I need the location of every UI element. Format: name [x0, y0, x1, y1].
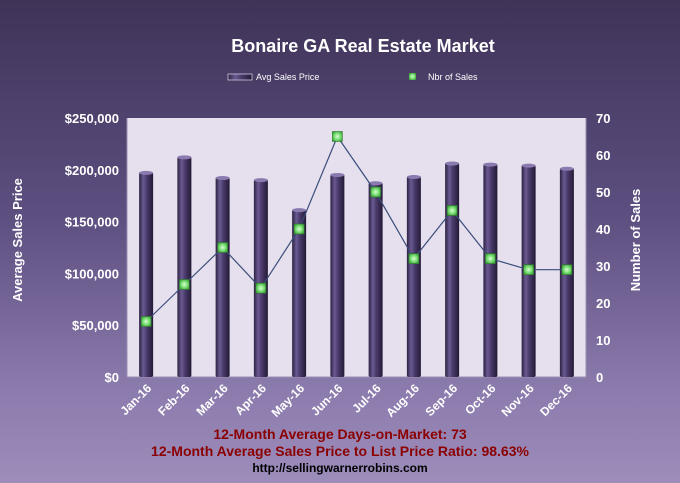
- price-ratio-note: 12-Month Average Sales Price to List Pri…: [151, 443, 529, 459]
- sales-count-marker: [523, 264, 534, 276]
- y-axis-title: Average Sales Price: [10, 178, 25, 302]
- legend-label-nbr-of-sales: Nbr of Sales: [428, 72, 478, 82]
- y2-axis-title: Number of Sales: [628, 189, 643, 292]
- bar-cap: [368, 181, 383, 186]
- bar-cap: [445, 161, 460, 166]
- bar: [139, 171, 154, 377]
- legend-marker-swatch: [409, 73, 416, 80]
- bar-cap: [330, 172, 345, 177]
- bar: [215, 177, 230, 377]
- line-series: [140, 131, 573, 327]
- y2-tick-label: 30: [596, 259, 610, 274]
- bar-cap: [215, 176, 230, 181]
- legend-bar-swatch: [227, 73, 253, 81]
- y-tick-label: $150,000: [65, 215, 119, 230]
- y2-tick-label: 40: [596, 222, 610, 237]
- y2-tick-label: 10: [596, 333, 610, 348]
- bar: [368, 182, 383, 377]
- plot-area: [127, 118, 586, 377]
- y2-tick-label: 0: [596, 370, 603, 385]
- bar: [406, 176, 421, 377]
- website-url[interactable]: http://sellingwarnerrobins.com: [252, 461, 428, 475]
- x-tick-label: Feb-16: [155, 381, 192, 418]
- sales-count-marker: [561, 264, 573, 276]
- bar-cap: [139, 170, 154, 175]
- x-tick-label: Jan-16: [117, 381, 154, 418]
- y-tick-label: $50,000: [72, 318, 119, 333]
- x-tick-label: Sep-16: [423, 381, 461, 419]
- sales-count-marker: [485, 253, 496, 264]
- bar: [445, 162, 460, 377]
- x-tick-label: Dec-16: [537, 381, 575, 419]
- x-tick-label: Jul-16: [349, 381, 384, 416]
- bar: [483, 163, 498, 377]
- bar: [330, 173, 345, 377]
- x-tick-label: Jun-16: [308, 381, 345, 418]
- chart-title: Bonaire GA Real Estate Market: [231, 36, 494, 56]
- bar-cap: [253, 178, 268, 183]
- sales-count-line: [145, 135, 567, 322]
- y-tick-label: $0: [105, 370, 119, 385]
- bar-cap: [559, 166, 574, 171]
- y-tick-label: $250,000: [65, 111, 119, 126]
- y2-tick-label: 70: [596, 111, 610, 126]
- x-tick-label: Nov-16: [499, 381, 537, 419]
- sales-count-marker: [332, 131, 343, 142]
- x-tick-label: Mar-16: [193, 381, 230, 418]
- bar: [292, 209, 307, 377]
- bar: [253, 179, 268, 377]
- y-axis-ticks: $0 $50,000 $100,000 $150,000 $200,000 $250,00…: [65, 111, 119, 385]
- bar-cap: [521, 163, 536, 168]
- sales-count-marker: [179, 279, 190, 290]
- sales-count-marker: [140, 316, 152, 327]
- bar-cap: [177, 155, 192, 160]
- legend: Avg Sales Price Nbr of Sales: [227, 72, 478, 82]
- sales-count-marker: [293, 223, 305, 235]
- chart-svg: Bonaire GA Real Estate Market Avg Sales …: [10, 36, 643, 420]
- sales-count-marker: [370, 186, 381, 198]
- legend-label-avg-sales-price: Avg Sales Price: [256, 72, 319, 82]
- sales-count-marker: [217, 242, 228, 253]
- sales-count-marker: [408, 253, 420, 264]
- x-tick-label: Oct-16: [462, 381, 499, 418]
- days-on-market-note: 12-Month Average Days-on-Market: 73: [213, 426, 467, 442]
- y2-axis-ticks: 0 10 20 30 40 50 60 70: [596, 111, 610, 385]
- y2-tick-label: 20: [596, 296, 610, 311]
- bar-cap: [406, 175, 421, 180]
- sales-count-marker: [255, 282, 267, 294]
- x-tick-label: May-16: [269, 381, 308, 420]
- y2-tick-label: 60: [596, 148, 610, 163]
- sales-count-marker: [446, 205, 458, 216]
- bar-cap: [483, 162, 498, 167]
- bar-cap: [292, 208, 307, 213]
- x-tick-label: Apr-16: [232, 381, 269, 418]
- bar-series: [139, 155, 574, 377]
- x-axis-ticks: Jan-16 Feb-16 Mar-16 Apr-16 May-16 Jun-16 Jul-…: [117, 381, 575, 420]
- y-tick-label: $200,000: [65, 163, 119, 178]
- bar: [177, 156, 192, 377]
- y2-tick-label: 50: [596, 185, 610, 200]
- x-tick-label: Aug-16: [383, 381, 422, 420]
- y-tick-label: $100,000: [65, 266, 119, 281]
